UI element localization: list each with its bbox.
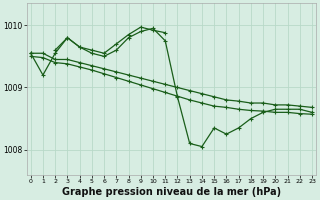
X-axis label: Graphe pression niveau de la mer (hPa): Graphe pression niveau de la mer (hPa) xyxy=(62,187,281,197)
